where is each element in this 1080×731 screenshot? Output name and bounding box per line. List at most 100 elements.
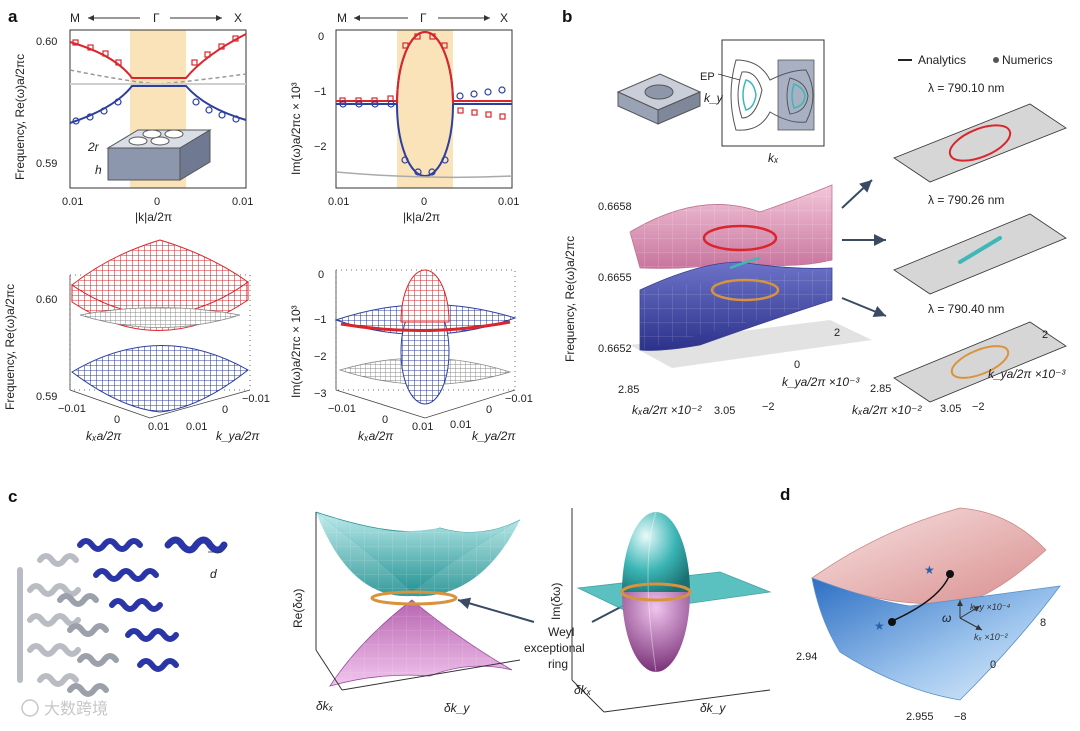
d-ep-path — [889, 573, 951, 623]
blue-markers-2 — [339, 86, 506, 176]
legend-dot — [993, 57, 999, 63]
xtick-right: 0.01 — [232, 196, 253, 208]
ytick-6655: 0.6655 — [598, 272, 632, 284]
d-tick-2955: 2.955 — [906, 711, 934, 723]
re-cone — [315, 511, 521, 691]
d-ep-top — [946, 570, 954, 578]
kx-tick-0: 0 — [114, 414, 120, 426]
ylabel-2: Im(ω)a/2πc × 10³ — [289, 82, 303, 175]
d-tick-m8: −8 — [954, 711, 967, 723]
im-axis-label: Im(δω) — [549, 583, 563, 620]
small-kx-tick-285: 2.85 — [870, 383, 891, 395]
panel-a: a M Γ X — [3, 7, 533, 443]
red-markers — [72, 35, 239, 66]
b-kx-tick-305: 3.05 — [714, 405, 735, 417]
ky-label-2: k_ya/2π — [472, 429, 516, 443]
dir-x-label-2: X — [500, 11, 508, 25]
zlabel: Frequency, Re(ω)a/2πc — [3, 284, 17, 410]
d-star-top: ★ — [924, 563, 935, 577]
mini-plane-2: λ = 790.26 nm — [893, 193, 1067, 295]
ky-tick-0-2: 0 — [486, 404, 492, 416]
b-ylabel: Frequency, Re(ω)a/2πc — [563, 236, 577, 362]
b-3d-surfaces — [629, 184, 872, 368]
kx-tick-m-2: −0.01 — [328, 403, 356, 415]
d-top-surface — [811, 507, 1047, 604]
small-ky-axis: k_ya/2π ×10⁻³ — [988, 367, 1066, 381]
xtick-mid: 0 — [154, 196, 160, 208]
slab-icon — [616, 73, 702, 125]
legend-numerics: Numerics — [1002, 53, 1053, 67]
ytick-m1: −1 — [314, 86, 327, 98]
ytick-m2: −2 — [314, 141, 327, 153]
ytick-060: 0.60 — [36, 36, 57, 48]
xtick-right-2: 0.01 — [498, 196, 519, 208]
xlabel: |k|a/2π — [135, 210, 172, 224]
ky-tick-p: 0.01 — [186, 421, 207, 433]
photonic-slab-inset — [106, 129, 212, 181]
callout-exceptional: exceptional — [524, 641, 585, 655]
re-y-axis — [341, 659, 521, 691]
lambda-2: λ = 790.26 nm — [928, 193, 1004, 207]
panel-b-label: b — [562, 7, 572, 26]
im-dky: δk_y — [700, 701, 726, 715]
ky-label: k_y — [704, 91, 724, 105]
lambda-1: λ = 790.10 nm — [928, 81, 1004, 95]
base-plane — [630, 320, 872, 368]
d-axis-ky — [959, 605, 981, 619]
ky-tick-m-2: −0.01 — [505, 393, 533, 405]
kx-label: kₓa/2π — [86, 429, 122, 443]
ytick-0: 0 — [318, 31, 324, 43]
ytick-6652: 0.6652 — [598, 343, 632, 355]
d-omega: ω — [942, 611, 951, 625]
panel-a-top-left-plot: M Γ X — [13, 11, 253, 224]
plane1 — [893, 103, 1067, 183]
red-ellipse — [396, 31, 454, 105]
red-markers-2 — [339, 33, 506, 120]
arrow-to-top — [841, 179, 873, 209]
im-top-half — [622, 512, 690, 592]
panel-b: b EP k_y kₓ — [562, 7, 1067, 417]
kx-tick-p: 0.01 — [148, 421, 169, 433]
small-ky-tick-2: 2 — [1042, 329, 1048, 341]
re-dky: δk_y — [444, 701, 470, 715]
callout-ring: ring — [548, 657, 568, 671]
lower-grid — [640, 268, 832, 350]
small-ky-tick-m2: −2 — [972, 401, 985, 413]
kx-tick-p-2: 0.01 — [412, 421, 433, 433]
mini-plane-3: λ = 790.40 nm 2.85 3.05 kₓa/2π ×10⁻² 2 −… — [852, 302, 1067, 417]
zlabel-2: Im(ω)a/2πc × 10³ — [289, 305, 303, 398]
xlabel-2: |k|a/2π — [403, 210, 440, 224]
helix-lattice — [17, 536, 228, 697]
red-ring — [340, 320, 511, 332]
red-dome — [400, 269, 450, 323]
box-floor — [69, 389, 251, 419]
kx-tick-m: −0.01 — [58, 403, 86, 415]
watermark: 大数跨境 — [21, 699, 108, 718]
im-ring — [620, 582, 692, 602]
dir-gamma-label: Γ — [153, 11, 160, 25]
xtick-mid-2: 0 — [421, 196, 427, 208]
d-star-bottom: ★ — [874, 619, 885, 633]
pt-band-highlight-2 — [397, 30, 453, 188]
d-bottom-surface — [811, 577, 1061, 701]
re-ring — [370, 590, 458, 606]
ylabel: Frequency, Re(ω)a/2πc — [13, 54, 27, 180]
contour-map — [717, 39, 825, 147]
im-y-axis — [603, 689, 771, 713]
kx-label: kₓ — [768, 151, 779, 165]
ky-tick-0: 0 — [222, 404, 228, 416]
inset-h-label: h — [95, 163, 102, 177]
ring3 — [950, 345, 1010, 379]
panel-c-label: c — [8, 487, 17, 506]
panel-d: d ★ ★ ω k_y ×10⁻⁴ kₓ ×10⁻² 2.94 2.955 8 … — [780, 485, 1061, 723]
b-ky-tick-2: 2 — [834, 327, 840, 339]
ep-label: EP — [700, 71, 715, 83]
lambda-3: λ = 790.40 nm — [928, 302, 1004, 316]
plane3 — [893, 321, 1067, 403]
ky-tick-m: −0.01 — [242, 393, 270, 405]
arrow-to-bottom — [841, 297, 887, 318]
b-ky-tick-0: 0 — [794, 359, 800, 371]
plot-frame-2 — [335, 29, 513, 189]
ky-label: k_ya/2π — [216, 429, 260, 443]
kx-label-2: kₓa/2π — [358, 429, 394, 443]
